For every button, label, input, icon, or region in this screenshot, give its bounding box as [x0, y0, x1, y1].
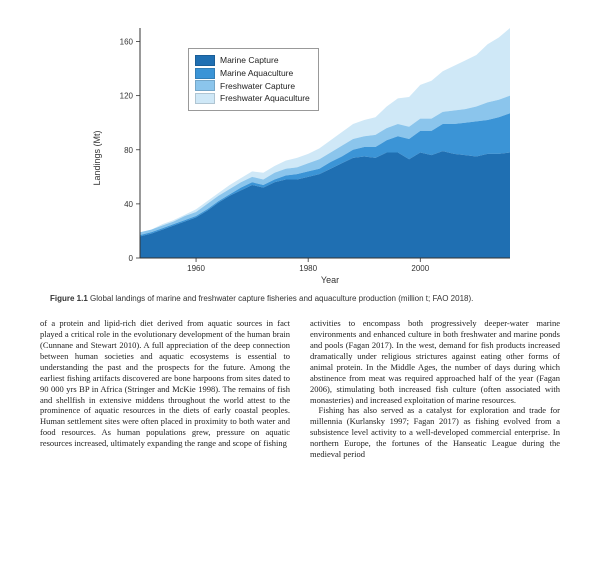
x-axis-label: Year	[321, 275, 339, 285]
caption-text: Global landings of marine and freshwater…	[90, 294, 473, 303]
svg-text:120: 120	[120, 92, 134, 101]
svg-text:40: 40	[124, 200, 133, 209]
legend-label: Freshwater Capture	[220, 80, 295, 93]
legend-label: Freshwater Aquaculture	[220, 92, 310, 105]
legend-label: Marine Capture	[220, 54, 279, 67]
figure-caption: Figure 1.1 Global landings of marine and…	[50, 294, 550, 304]
legend-swatch	[195, 68, 215, 79]
chart-legend: Marine Capture Marine Aquaculture Freshw…	[188, 48, 319, 111]
caption-label: Figure 1.1	[50, 294, 88, 303]
svg-text:1980: 1980	[299, 264, 317, 273]
legend-item: Marine Capture	[195, 54, 310, 67]
svg-text:1960: 1960	[187, 264, 205, 273]
paragraph: activities to encompass both progressive…	[310, 318, 560, 405]
paragraph: of a protein and lipid-rich diet derived…	[40, 318, 290, 449]
legend-swatch	[195, 80, 215, 91]
legend-item: Marine Aquaculture	[195, 67, 310, 80]
paragraph: Fishing has also served as a catalyst fo…	[310, 405, 560, 459]
legend-label: Marine Aquaculture	[220, 67, 293, 80]
svg-text:2000: 2000	[411, 264, 429, 273]
svg-text:0: 0	[129, 254, 134, 263]
legend-swatch	[195, 55, 215, 66]
y-axis-label: Landings (Mt)	[92, 130, 102, 185]
page: 0 40 80 120 160 1960 1980 2000 Landings (Mt) Ye…	[0, 0, 600, 578]
body-text: of a protein and lipid-rich diet derived…	[40, 318, 560, 459]
legend-item: Freshwater Aquaculture	[195, 92, 310, 105]
svg-text:160: 160	[120, 38, 134, 47]
legend-item: Freshwater Capture	[195, 80, 310, 93]
svg-text:80: 80	[124, 146, 133, 155]
legend-swatch	[195, 93, 215, 104]
landings-chart: 0 40 80 120 160 1960 1980 2000 Landings (Mt) Ye…	[80, 18, 520, 288]
